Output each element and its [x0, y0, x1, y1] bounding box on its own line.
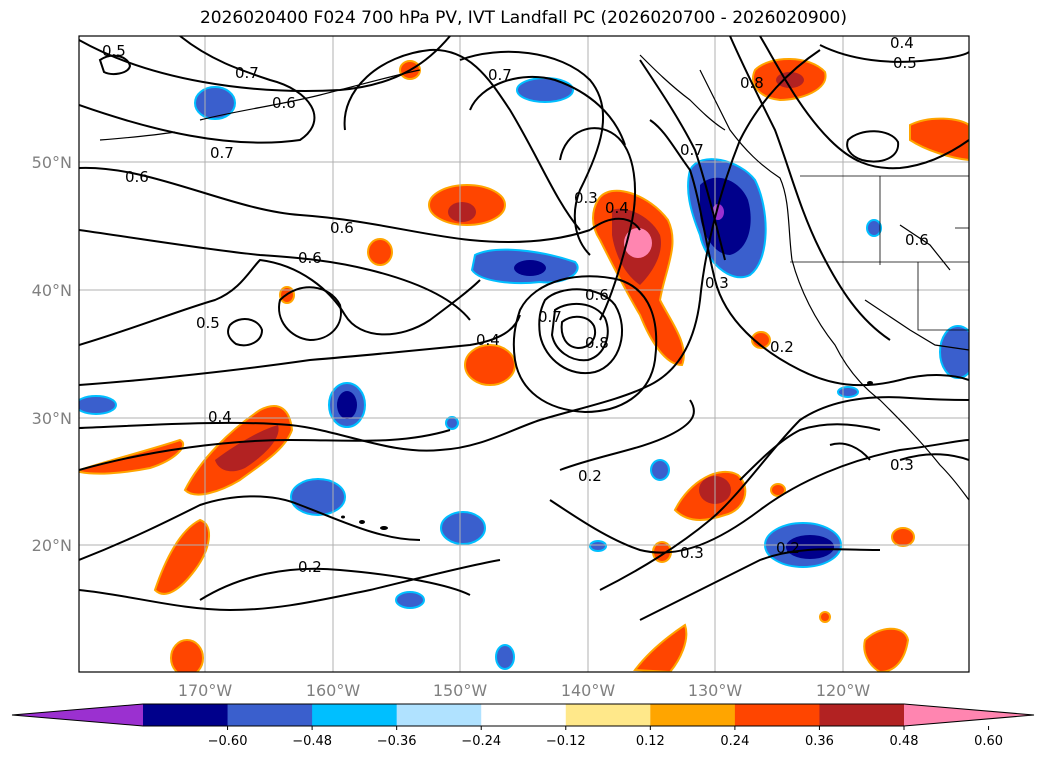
contour-label: 0.7	[538, 308, 562, 326]
colorbar-segment	[312, 704, 398, 726]
contour-label: 0.6	[125, 168, 149, 186]
map-title: 2026020400 F024 700 hPa PV, IVT Landfall…	[199, 8, 847, 28]
pv-positive-areas	[79, 58, 969, 672]
contour-label: 0.5	[893, 54, 917, 72]
contour-label: 0.7	[488, 66, 512, 84]
contour-label: 0.3	[574, 189, 598, 207]
colorbar-tick-label: 0.48	[890, 734, 919, 749]
colorbar-segment	[396, 704, 482, 726]
latitude-labels: 50°N 40°N 30°N 20°N	[32, 153, 72, 555]
contour-label: 0.4	[208, 408, 232, 426]
contour-label: 0.8	[585, 334, 609, 352]
colorbar-tick-label: 0.24	[720, 734, 749, 749]
colorbar-segment	[650, 704, 736, 726]
lon-label: 130°W	[688, 681, 743, 700]
colorbar: −0.60 −0.48 −0.36 −0.24 −0.12 0.12 0.24 0.36 0.4…	[11, 703, 1035, 749]
contour-label: 0.5	[196, 314, 220, 332]
lon-label: 170°W	[178, 681, 233, 700]
colorbar-extend-min	[12, 704, 143, 726]
map-frame	[78, 35, 970, 673]
colorbar-tick-label: 0.60	[974, 734, 1003, 749]
colorbar-tick-label: −0.60	[208, 734, 248, 749]
colorbar-segment	[819, 704, 905, 726]
colorbar-tick-label: −0.24	[461, 734, 501, 749]
state-borders	[790, 175, 969, 331]
colorbar-segment	[734, 704, 820, 726]
contour-label: 0.6	[272, 94, 296, 112]
contour-label: 0.2	[298, 558, 322, 576]
coastlines	[99, 54, 969, 501]
lon-label: 140°W	[561, 681, 616, 700]
colorbar-segment	[565, 704, 651, 726]
contour-label: 0.3	[680, 544, 704, 562]
contour-label: 0.7	[235, 64, 259, 82]
colorbar-tick-label: 0.36	[805, 734, 834, 749]
colorbar-tick-label: −0.12	[546, 734, 586, 749]
contour-label: 0.7	[210, 144, 234, 162]
gridlines	[79, 36, 969, 672]
contour-label: 0.4	[476, 331, 500, 349]
colorbar-tick-label: −0.48	[292, 734, 332, 749]
contour-label: 0.8	[740, 74, 764, 92]
colorbar-segment	[227, 704, 313, 726]
lon-label: 150°W	[433, 681, 488, 700]
contour-label: 0.7	[680, 141, 704, 159]
contour-label: 0.6	[298, 249, 322, 267]
contour-label: 0.2	[770, 338, 794, 356]
colorbar-outline	[11, 703, 1035, 727]
contour-label: 0.2	[776, 539, 800, 557]
colorbar-tick-label: −0.36	[377, 734, 417, 749]
longitude-labels: 170°W 160°W 150°W 140°W 130°W 120°W	[178, 681, 871, 700]
colorbar-segment	[481, 704, 567, 726]
contour-label: 0.5	[102, 42, 126, 60]
colorbar-tick-label: 0.12	[636, 734, 665, 749]
pv-contours	[79, 36, 969, 621]
contour-label: 0.6	[905, 231, 929, 249]
lat-label: 40°N	[32, 281, 72, 300]
map-content: 0.5 0.7 0.6 0.7 0.6 0.6 0.6 0.5 0.4 0.4 …	[79, 34, 969, 672]
colorbar-extend-max	[904, 704, 1034, 726]
lon-label: 120°W	[816, 681, 871, 700]
contour-label: 0.2	[578, 467, 602, 485]
colorbar-segment	[143, 704, 229, 726]
contour-label: 0.4	[890, 34, 914, 52]
map-background	[79, 36, 969, 672]
contour-label: 0.6	[585, 286, 609, 304]
lat-label: 20°N	[32, 536, 72, 555]
contour-label: 0.3	[890, 456, 914, 474]
lat-label: 50°N	[32, 153, 72, 172]
contour-label: 0.6	[330, 219, 354, 237]
contour-labels: 0.5 0.7 0.6 0.7 0.6 0.6 0.6 0.5 0.4 0.4 …	[102, 34, 929, 576]
lon-label: 160°W	[306, 681, 361, 700]
contour-label: 0.4	[605, 199, 629, 217]
contour-label: 0.3	[705, 274, 729, 292]
lat-label: 30°N	[32, 409, 72, 428]
